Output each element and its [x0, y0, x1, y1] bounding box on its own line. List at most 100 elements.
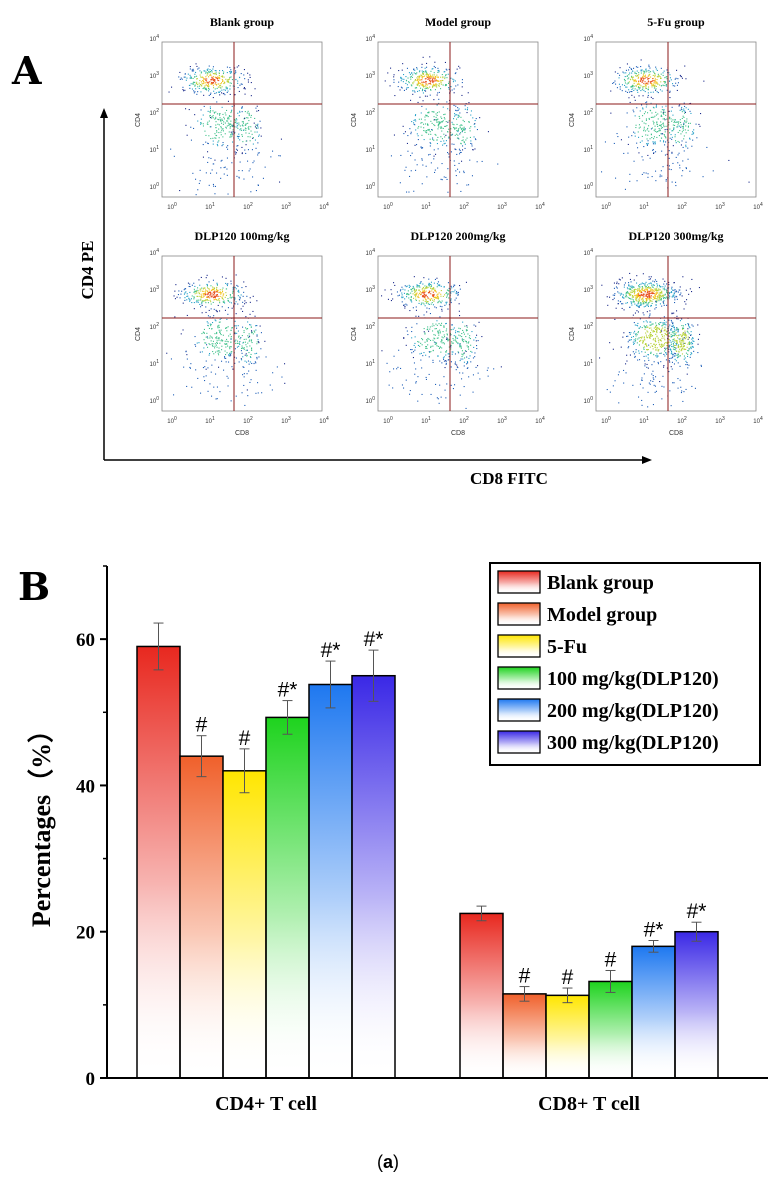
flow-dot — [652, 286, 654, 288]
flow-dot — [682, 339, 684, 341]
flow-dot — [423, 291, 425, 293]
flow-dot — [679, 339, 681, 341]
flow-dot — [646, 363, 648, 365]
flow-dot — [393, 79, 395, 81]
flow-dot — [241, 121, 243, 123]
flow-dot — [420, 342, 422, 344]
flow-dot — [656, 327, 658, 329]
flow-dot — [460, 347, 462, 349]
flow-dot — [599, 357, 601, 359]
flow-dot — [471, 351, 473, 353]
flow-dot — [675, 350, 677, 352]
flow-dot — [433, 299, 435, 301]
flow-dot — [416, 68, 418, 70]
flow-dot — [656, 290, 658, 292]
flow-dot — [654, 143, 656, 145]
flow-dot — [199, 84, 201, 86]
flow-dot — [642, 77, 644, 79]
flow-dot — [213, 163, 215, 165]
flow-dot — [210, 325, 212, 327]
flow-dot — [640, 72, 642, 74]
flow-dot — [405, 286, 407, 288]
flow-dot — [224, 89, 226, 91]
flow-dot — [405, 379, 407, 381]
flow-dot — [214, 290, 216, 292]
flow-dot — [428, 351, 430, 353]
flow-dot — [689, 138, 691, 140]
flow-dot — [678, 350, 680, 352]
flow-dot — [174, 316, 176, 318]
flow-dot — [637, 86, 639, 88]
flow-dot — [640, 339, 642, 341]
flow-dot — [464, 129, 466, 131]
flow-dot — [626, 287, 628, 289]
flow-dot — [441, 300, 443, 302]
flow-dot — [684, 111, 686, 113]
flow-dot — [659, 339, 661, 341]
flow-dot — [635, 297, 637, 299]
flow-dot — [636, 290, 638, 292]
flow-dot — [648, 298, 650, 300]
flow-dot — [398, 81, 400, 83]
flow-dot — [278, 155, 280, 157]
flow-dot — [476, 345, 478, 347]
flow-dot — [662, 336, 664, 338]
flow-dot — [218, 91, 220, 93]
flow-dot — [656, 356, 658, 358]
flow-dot — [659, 344, 661, 346]
flow-dot — [671, 286, 673, 288]
flow-dot — [680, 342, 682, 344]
flow-dot — [470, 140, 472, 142]
flow-dot — [236, 119, 238, 121]
flow-dot — [216, 282, 218, 284]
flow-dot — [447, 168, 449, 170]
flow-dot — [615, 286, 617, 288]
flow-x-tick: 100 — [167, 202, 177, 211]
flow-dot — [656, 329, 658, 331]
flow-dot — [248, 126, 250, 128]
flow-dot — [183, 293, 185, 295]
flow-dot — [433, 72, 435, 74]
flow-dot — [219, 78, 221, 80]
flow-dot — [249, 136, 251, 138]
flow-dot — [209, 115, 211, 117]
flow-dot — [655, 390, 657, 392]
flow-dot — [416, 87, 418, 89]
flow-dot — [461, 82, 463, 84]
flow-dot — [641, 297, 643, 299]
flow-dot — [669, 116, 671, 118]
flow-dot — [620, 346, 622, 348]
flow-dot — [668, 284, 670, 286]
flow-dot — [657, 297, 659, 299]
flow-dot — [238, 335, 240, 337]
flow-dot — [654, 76, 656, 78]
flow-dot — [669, 91, 671, 93]
flow-dot — [455, 109, 457, 111]
flow-dot — [654, 86, 656, 88]
flow-dot — [654, 79, 656, 81]
flow-dot — [660, 170, 662, 172]
flow-dot — [424, 341, 426, 343]
flow-dot — [255, 329, 257, 331]
flow-dot — [682, 347, 684, 349]
flow-dot — [689, 342, 691, 344]
flow-dot — [193, 302, 195, 304]
flow-dot — [645, 305, 647, 307]
flow-dot — [414, 91, 416, 93]
flow-dot — [201, 312, 203, 314]
flow-dot — [648, 316, 650, 318]
flow-dot — [424, 71, 426, 73]
flow-dot — [636, 305, 638, 307]
flow-dot — [428, 290, 430, 292]
flow-dot — [673, 294, 675, 296]
flow-dot — [681, 340, 683, 342]
flow-dot — [633, 82, 635, 84]
flow-dot — [456, 110, 458, 112]
flow-dot — [638, 352, 640, 354]
flow-dot — [214, 347, 216, 349]
flow-dot — [636, 297, 638, 299]
flow-dot — [238, 361, 240, 363]
flow-dot — [222, 123, 224, 125]
flow-dot — [664, 350, 666, 352]
flow-dot — [642, 273, 644, 275]
